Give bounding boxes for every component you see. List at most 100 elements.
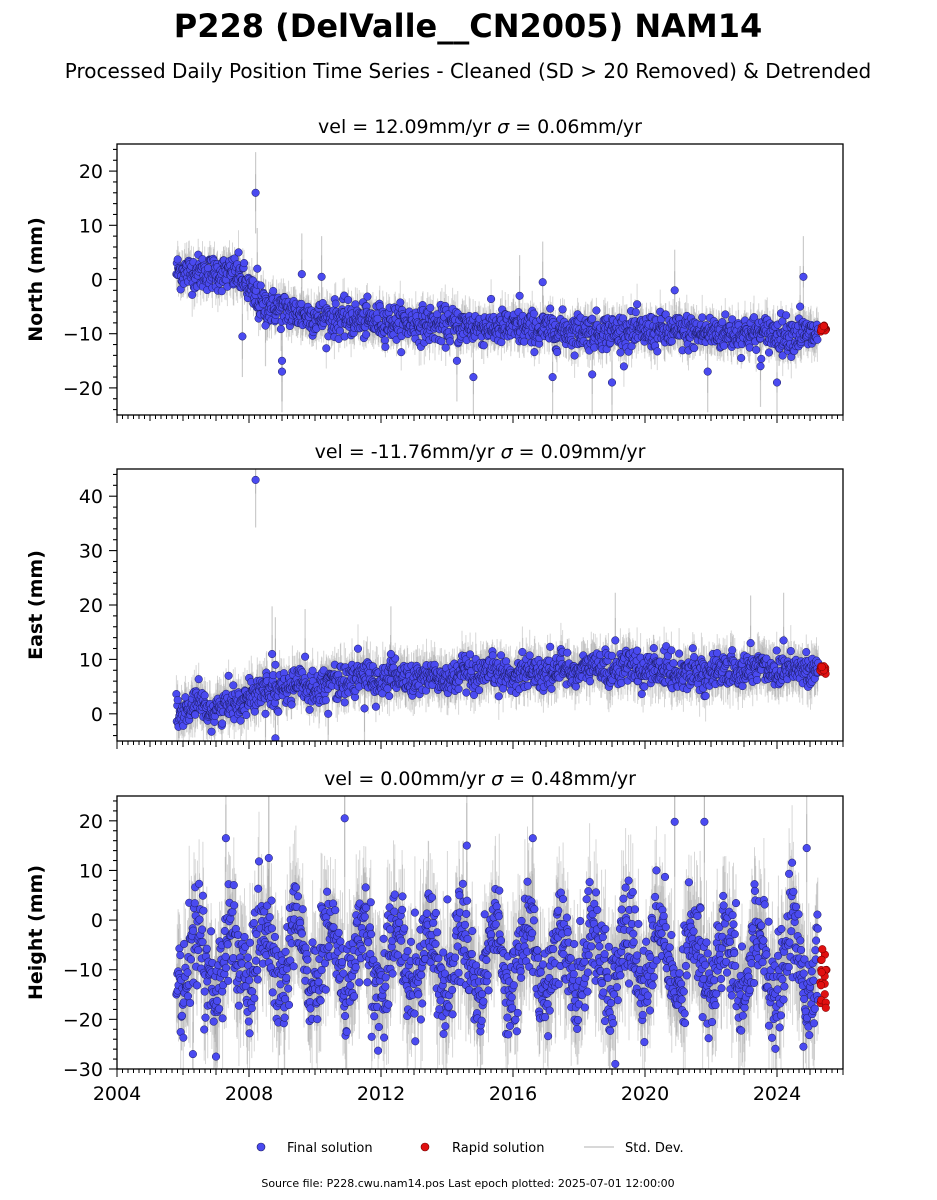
final-point xyxy=(588,370,597,379)
final-point xyxy=(670,286,679,295)
final-point xyxy=(229,681,238,690)
figure-subtitle: Processed Daily Position Time Series - C… xyxy=(65,59,871,83)
panel-title-east: vel = -11.76mm/yr σ = 0.09mm/yr xyxy=(315,441,646,463)
final-point xyxy=(718,318,727,327)
final-point xyxy=(269,286,278,296)
final-point xyxy=(250,707,259,716)
final-point xyxy=(381,342,390,351)
final-point xyxy=(757,354,766,363)
final-point xyxy=(588,314,597,323)
y-tick-label: 10 xyxy=(79,215,103,237)
final-point xyxy=(529,309,538,318)
final-point xyxy=(703,367,712,376)
rapid-point xyxy=(819,322,828,331)
panel-east: vel = -11.76mm/yr σ = 0.09mm/yr East (mm)… xyxy=(25,441,844,749)
final-point xyxy=(592,306,601,315)
final-point xyxy=(240,259,249,268)
final-point xyxy=(445,337,455,346)
final-point xyxy=(373,314,382,323)
final-point xyxy=(728,315,737,324)
final-point xyxy=(756,362,765,371)
final-point xyxy=(452,356,461,365)
final-point xyxy=(633,300,642,309)
final-points-east xyxy=(172,475,823,741)
final-point xyxy=(194,675,203,684)
final-point xyxy=(224,671,233,680)
final-point xyxy=(441,343,450,352)
figure-title: P228 (DelValle__CN2005) NAM14 xyxy=(174,7,763,45)
final-point xyxy=(548,373,557,382)
final-point xyxy=(799,272,808,281)
final-point xyxy=(277,356,287,365)
final-point xyxy=(778,317,787,326)
final-point xyxy=(297,270,306,279)
final-point xyxy=(238,332,247,341)
final-point xyxy=(173,695,182,705)
final-point xyxy=(317,272,326,281)
final-point xyxy=(173,255,182,264)
final-point xyxy=(546,304,555,313)
final-point xyxy=(363,292,372,301)
final-point xyxy=(698,313,707,322)
final-point xyxy=(200,691,209,700)
final-point xyxy=(276,325,285,334)
final-point xyxy=(397,348,406,357)
final-point xyxy=(538,278,547,287)
final-point xyxy=(719,341,729,350)
panel-title-north: vel = 12.09mm/yr σ = 0.06mm/yr xyxy=(318,116,642,138)
final-point xyxy=(479,341,488,350)
final-point xyxy=(752,345,761,354)
ylabel-east: East (mm) xyxy=(25,550,47,660)
rapid-points-north xyxy=(816,321,831,336)
final-point xyxy=(487,294,496,304)
final-point xyxy=(217,287,226,296)
final-point xyxy=(737,353,746,363)
final-point xyxy=(322,344,331,353)
final-point xyxy=(813,335,822,344)
final-point xyxy=(251,188,260,197)
final-point xyxy=(616,348,625,357)
final-point xyxy=(553,348,562,357)
final-point xyxy=(607,378,617,387)
final-point xyxy=(242,710,251,720)
final-point xyxy=(253,264,262,273)
final-point xyxy=(782,311,791,320)
final-point xyxy=(236,716,245,725)
final-points-north xyxy=(172,188,823,387)
final-point xyxy=(396,298,405,307)
plot-area-east xyxy=(172,469,830,741)
final-point xyxy=(530,348,539,357)
final-point xyxy=(426,303,435,312)
y-axis-north: −20 −10 0 10 20 xyxy=(63,148,117,411)
final-point xyxy=(764,348,774,357)
final-point xyxy=(796,302,805,311)
final-point xyxy=(619,362,628,371)
y-tick-label: −10 xyxy=(63,324,103,346)
final-point xyxy=(344,295,353,304)
final-point xyxy=(558,305,567,314)
final-point xyxy=(207,727,216,736)
y-tick-label: −20 xyxy=(63,378,103,400)
final-point xyxy=(690,344,699,353)
final-point xyxy=(631,308,640,317)
panels: vel = 12.09mm/yr σ = 0.06mm/yr North (mm)… xyxy=(25,116,844,1105)
ylabel-north: North (mm) xyxy=(25,217,47,342)
panel-north: vel = 12.09mm/yr σ = 0.06mm/yr North (mm)… xyxy=(25,116,844,423)
final-point xyxy=(331,299,340,308)
final-point xyxy=(234,248,243,257)
final-point xyxy=(570,351,579,360)
final-point xyxy=(437,337,446,346)
final-point xyxy=(749,313,759,322)
final-point xyxy=(191,710,200,719)
final-point xyxy=(218,719,227,728)
y-tick-label: 20 xyxy=(79,161,103,183)
final-point xyxy=(653,347,662,356)
x-axis-north xyxy=(116,415,844,423)
y-tick-label: 0 xyxy=(91,270,103,292)
final-point xyxy=(277,367,287,376)
final-point xyxy=(261,321,270,330)
final-point xyxy=(772,378,782,387)
final-point xyxy=(362,330,371,339)
final-point xyxy=(256,281,265,290)
